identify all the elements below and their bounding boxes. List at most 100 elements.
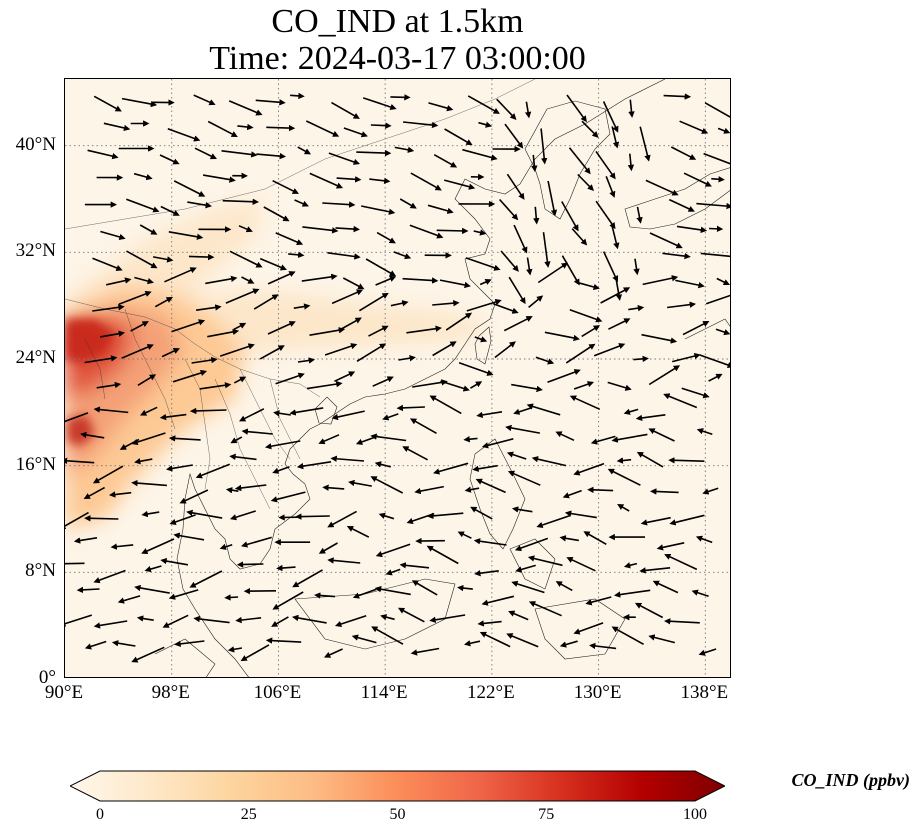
wind-arrow [65,511,89,530]
wind-arrow [87,149,119,160]
wind-arrow [154,296,173,308]
wind-arrow [224,594,239,601]
wind-arrow [581,325,601,338]
wind-arrow [526,403,561,416]
wind-arrow [376,231,396,244]
wind-arrow [92,465,124,484]
longitude-tick-label: 106°E [253,682,302,703]
wind-arrow [240,644,270,662]
wind-arrow [380,614,395,621]
wind-arrow [639,567,671,574]
wind-arrow [664,553,698,571]
wind-arrow [295,513,330,520]
wind-arrow [696,428,713,435]
wind-arrow [679,120,709,134]
map-panel [64,78,731,678]
wind-arrow [263,206,290,222]
wind-arrow [695,535,713,544]
wind-arrow [93,569,126,584]
wind-arrow [527,555,563,567]
wind-arrow [111,640,136,647]
wind-arrow [294,199,309,207]
wind-arrow [464,486,480,493]
wind-arrow [396,404,425,412]
wind-arrow [616,457,632,464]
wind-arrow [566,557,596,572]
wind-arrow [368,325,389,337]
wind-arrow [399,562,430,569]
wind-arrow [414,485,444,495]
wind-arrow [702,487,719,495]
wind-arrow [369,177,391,184]
wind-arrow [663,93,692,100]
wind-arrow [276,564,296,572]
wind-arrow [327,557,361,564]
wind-arrow [506,633,539,648]
wind-arrow [559,535,579,542]
wind-arrow [139,224,158,235]
wind-arrow [409,224,444,239]
wind-arrow [361,205,396,215]
wind-arrow [439,279,471,289]
wind-arrow [267,321,296,335]
colorbar-tick-label: 50 [389,806,406,823]
wind-arrow [670,146,697,160]
latitude-tick-label: 32°N [15,240,56,262]
wind-arrow [716,277,730,286]
wind-arrow [264,440,301,450]
wind-arrow [289,407,324,416]
country-borders [65,79,536,510]
longitude-tick-label: 98°E [151,682,190,703]
wind-arrow [76,586,100,594]
wind-arrow [236,561,264,568]
latitude-tick-label: 40°N [15,133,56,155]
wind-arrow [635,414,666,422]
wind-arrow [669,514,705,526]
wind-arrow [406,512,435,524]
wind-arrow [193,615,230,624]
wind-arrow [504,123,524,149]
wind-arrow [444,128,473,146]
wind-arrow [141,538,175,554]
wind-arrow [445,312,473,331]
wind-arrow [605,176,616,198]
wind-arrow [126,250,158,269]
wind-arrow [399,198,417,209]
wind-arrow [168,589,199,600]
colorbar [70,770,725,802]
wind-arrow [511,383,543,393]
wind-arrow [372,376,394,387]
wind-arrow [581,120,599,138]
wind-arrow [623,562,638,569]
wind-arrow [547,180,558,217]
wind-arrow [715,328,730,336]
wind-arrow [573,622,604,635]
wind-arrow [595,200,616,230]
wind-arrow [663,393,698,409]
latitude-tick-label: 0° [38,667,56,688]
wind-arrow [334,615,367,628]
co-concentration-field [65,199,485,529]
wind-arrow [374,461,391,468]
wind-arrow [207,120,238,137]
wind-arrow [696,202,730,210]
wind-arrow [159,413,187,421]
wind-arrow [500,250,519,272]
wind-vector-field [65,92,730,663]
wind-arrow [335,225,360,233]
wind-arrow [237,123,254,131]
wind-arrow [309,327,346,336]
wind-arrow [466,298,502,312]
wind-arrow [672,352,701,363]
wind-arrow [493,303,519,314]
wind-arrow [139,406,158,416]
wind-arrow [607,468,641,486]
wind-arrow [583,531,607,545]
wind-arrow [191,356,218,364]
wind-arrow [65,412,89,423]
wind-arrow [481,595,515,606]
wind-arrow [272,591,304,610]
wind-arrow [627,153,635,172]
wind-arrow [324,343,358,356]
wind-arrow [108,491,132,498]
